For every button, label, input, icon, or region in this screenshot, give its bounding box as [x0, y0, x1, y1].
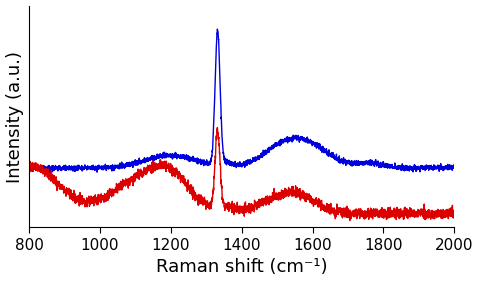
- X-axis label: Raman shift (cm⁻¹): Raman shift (cm⁻¹): [156, 258, 328, 276]
- Y-axis label: Intensity (a.u.): Intensity (a.u.): [6, 50, 23, 182]
